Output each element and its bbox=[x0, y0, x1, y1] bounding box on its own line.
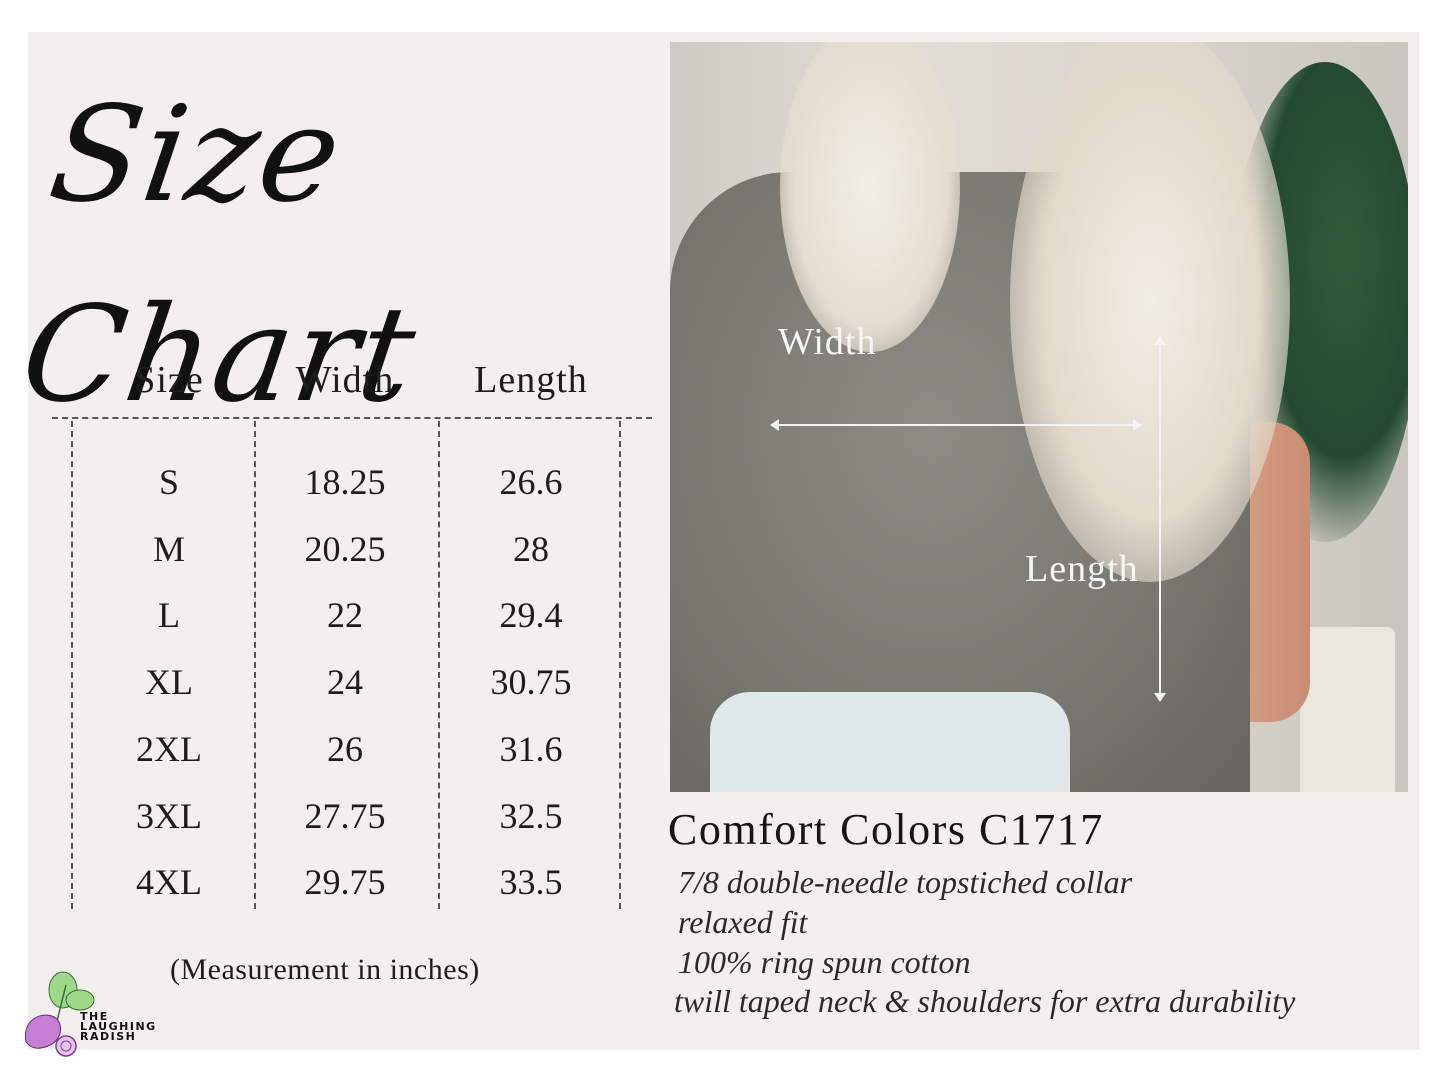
feature-item: 100% ring spun cotton bbox=[678, 944, 971, 980]
width-cell: 20.25 bbox=[304, 528, 386, 569]
feature-item: relaxed fit bbox=[678, 904, 808, 940]
width-cell: 18.25 bbox=[304, 462, 386, 502]
length-arrow bbox=[1154, 336, 1166, 702]
size-cell: XL bbox=[145, 662, 193, 703]
width-label: Width bbox=[778, 321, 877, 363]
hair bbox=[780, 42, 960, 352]
length-cell: 28 bbox=[513, 528, 549, 569]
width-cell: 24 bbox=[327, 662, 363, 703]
logo-text: THE LAUGHING RADISH bbox=[80, 1010, 157, 1043]
size-cell: 4XL bbox=[136, 862, 202, 903]
feature-item: twill taped neck & shoulders for extra d… bbox=[674, 983, 1296, 1019]
column-divider bbox=[438, 421, 440, 909]
length-cell: 33.5 bbox=[499, 862, 563, 903]
header-size: Size bbox=[134, 359, 204, 401]
size-cell: L bbox=[158, 595, 180, 636]
column-divider bbox=[71, 421, 73, 909]
size-cell: M bbox=[152, 528, 185, 569]
length-cell: 29.4 bbox=[499, 595, 563, 636]
column-divider bbox=[619, 421, 621, 909]
width-cell: 26 bbox=[327, 728, 363, 769]
product-name: Comfort Colors C1717 bbox=[668, 805, 1104, 854]
length-cell: 31.6 bbox=[499, 728, 563, 769]
radish-icon bbox=[24, 1014, 77, 1057]
model-photo: Width Length bbox=[670, 42, 1408, 792]
logo-text-line: LAUGHING bbox=[80, 1020, 157, 1033]
column-divider bbox=[254, 421, 256, 909]
chart-title: Size Chart bbox=[13, 78, 426, 432]
width-cell: 27.75 bbox=[304, 795, 386, 836]
plant-pot bbox=[1300, 627, 1395, 792]
jeans bbox=[710, 692, 1070, 792]
header-divider bbox=[52, 417, 652, 419]
size-cell: 3XL bbox=[136, 795, 202, 836]
header-width: Width bbox=[295, 359, 395, 401]
logo-text-line: RADISH bbox=[80, 1030, 137, 1043]
length-cell: 30.75 bbox=[490, 662, 572, 703]
size-cell: 2XL bbox=[136, 728, 202, 769]
width-arrow bbox=[770, 419, 1142, 431]
length-cell: 26.6 bbox=[499, 462, 563, 502]
logo-text-line: THE bbox=[80, 1010, 109, 1023]
leaves-icon bbox=[48, 971, 95, 1026]
hair bbox=[1010, 42, 1290, 582]
width-cell: 29.75 bbox=[304, 862, 386, 903]
laughing-radish-logo bbox=[24, 971, 95, 1057]
width-cell: 22 bbox=[327, 595, 363, 636]
size-cell: S bbox=[158, 462, 180, 502]
feature-item: 7/8 double-needle topstiched collar bbox=[678, 864, 1133, 900]
length-label: Length bbox=[1025, 548, 1139, 590]
measurement-note: (Measurement in inches) bbox=[170, 953, 480, 986]
length-cell: 32.5 bbox=[499, 795, 563, 836]
header-length: Length bbox=[474, 359, 588, 401]
